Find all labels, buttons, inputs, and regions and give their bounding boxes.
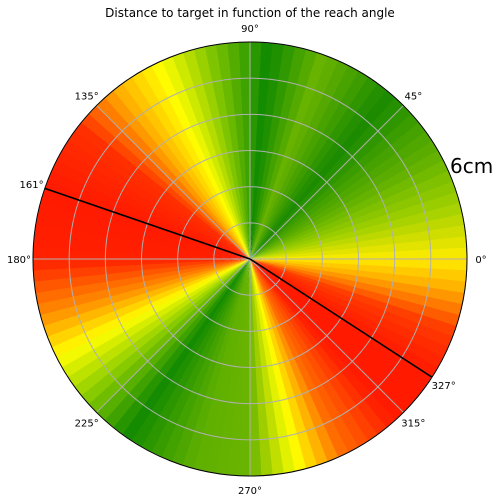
angle-tick-label: 45° (404, 92, 422, 103)
angle-tick-label: 315° (401, 418, 425, 429)
radius-label: 6cm (450, 154, 493, 178)
angle-tick-label: 180° (7, 255, 31, 266)
angle-tick-label: 161° (20, 180, 44, 191)
angle-tick-label: 0° (475, 255, 486, 266)
angle-tick-label: 270° (238, 486, 262, 497)
angle-tick-label: 90° (241, 24, 259, 35)
angle-tick-label: 327° (432, 381, 456, 392)
angle-tick-label: 225° (75, 418, 99, 429)
chart-title: Distance to target in function of the re… (105, 6, 395, 20)
angle-tick-label: 135° (75, 92, 99, 103)
